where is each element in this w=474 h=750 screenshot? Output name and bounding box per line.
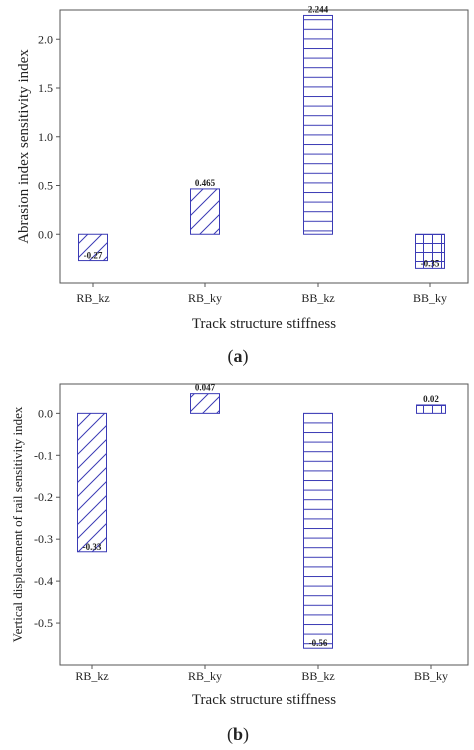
plot-frame xyxy=(59,383,469,666)
bars: -0.27 0.465 2.244 -0.35 xyxy=(78,4,445,269)
bar-bb-kz xyxy=(303,412,333,649)
x-tick-label: BB_ky xyxy=(414,669,448,683)
x-tick-label: BB_kz xyxy=(301,291,334,305)
x-axis-title: Track structure stiffness xyxy=(192,692,336,708)
y-tick-label: 0.0 xyxy=(38,406,53,420)
bar-rb-ky xyxy=(190,188,220,235)
x-tick-label: BB_ky xyxy=(413,291,447,305)
y-axis-title: Abrasion index sensitivity index xyxy=(16,49,32,244)
x-axis-ticks: RB_kz RB_ky BB_kz BB_ky xyxy=(75,665,448,683)
bar-bb-ky xyxy=(415,233,445,269)
x-tick-label: RB_kz xyxy=(76,291,109,305)
chart-panel-a: 0.0 0.5 1.0 1.5 2.0 -0.27 0.465 2.244 -0.35 RB_… xyxy=(16,4,469,367)
y-tick-label: -0.1 xyxy=(34,448,53,462)
panel-caption: (b) xyxy=(227,724,249,745)
data-label: -0.35 xyxy=(421,258,440,268)
panel-caption: (a) xyxy=(228,346,249,367)
x-axis-ticks: RB_kz RB_ky BB_kz BB_ky xyxy=(76,283,447,305)
bar-rb-kz xyxy=(77,412,107,553)
bar-bb-kz xyxy=(303,14,333,235)
data-label: 0.02 xyxy=(423,394,439,404)
y-tick-label: 1.5 xyxy=(38,81,53,95)
y-tick-label: 0.5 xyxy=(38,179,53,193)
y-tick-label: 2.0 xyxy=(38,32,53,46)
bars: -0.33 0.047 -0.56 0.02 xyxy=(77,383,446,649)
y-tick-label: -0.3 xyxy=(34,532,53,546)
y-tick-label: 0.0 xyxy=(38,227,53,241)
y-tick-label: 1.0 xyxy=(38,130,53,144)
y-tick-label: -0.2 xyxy=(34,490,53,504)
data-label: -0.33 xyxy=(83,542,102,552)
y-tick-label: -0.5 xyxy=(34,616,53,630)
data-label: 2.244 xyxy=(308,4,329,14)
bar-rb-kz xyxy=(78,233,108,262)
data-label: 0.465 xyxy=(195,178,216,188)
x-tick-label: RB_kz xyxy=(75,669,108,683)
plot-frame xyxy=(59,9,469,284)
y-axis-ticks: 0.0 0.5 1.0 1.5 2.0 xyxy=(38,32,60,241)
x-tick-label: RB_ky xyxy=(188,669,222,683)
chart-panel-b: 0.0 -0.1 -0.2 -0.3 -0.4 -0.5 -0.33 0.047 -0.56 0… xyxy=(10,383,469,745)
x-axis-title: Track structure stiffness xyxy=(192,316,336,332)
data-label: -0.56 xyxy=(309,638,328,648)
y-axis-ticks: 0.0 -0.1 -0.2 -0.3 -0.4 -0.5 xyxy=(34,406,60,630)
x-tick-label: RB_ky xyxy=(188,291,222,305)
data-label: 0.047 xyxy=(195,383,216,393)
y-axis-title: Vertical displacement of rail sensitivit… xyxy=(10,406,25,642)
data-label: -0.27 xyxy=(84,251,103,261)
y-tick-label: -0.4 xyxy=(34,574,53,588)
bar-rb-ky xyxy=(190,393,220,414)
x-tick-label: BB_kz xyxy=(301,669,334,683)
bar-bb-ky xyxy=(416,404,446,414)
